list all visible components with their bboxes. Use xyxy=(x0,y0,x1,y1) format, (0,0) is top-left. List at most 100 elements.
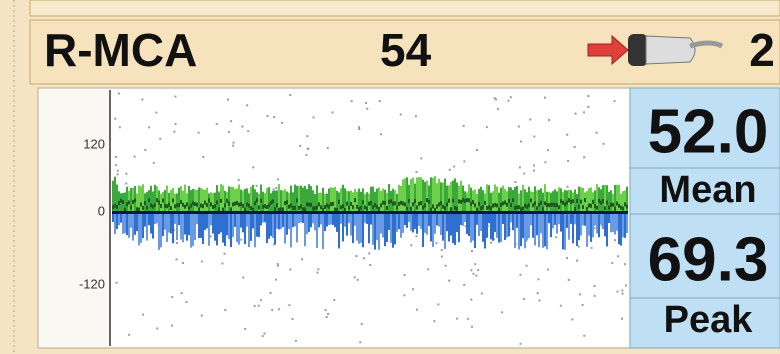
spectrum-pixel xyxy=(456,207,458,211)
spectrum-pixel xyxy=(488,205,490,209)
spectrum-pixel xyxy=(404,178,406,212)
spectrum-pixel xyxy=(148,126,150,128)
spectrum-pixel xyxy=(512,198,514,202)
spectrum-pixel xyxy=(494,203,496,207)
spectrum-pixel xyxy=(222,211,224,214)
spectrum-pixel xyxy=(370,187,372,212)
spectrum-pixel xyxy=(162,214,164,236)
spectrum-pixel xyxy=(498,211,500,214)
spectrum-pixel xyxy=(486,214,488,238)
spectrum-pixel xyxy=(364,214,366,223)
spectrum-pixel xyxy=(446,186,448,212)
spectrum-pixel xyxy=(520,140,522,142)
spectrum-pixel xyxy=(202,156,204,158)
spectrum-pixel xyxy=(172,211,174,214)
spectrum-pixel xyxy=(324,211,326,214)
spectrum-pixel xyxy=(168,214,170,233)
spectrum-pixel xyxy=(292,206,294,210)
spectrum-pixel xyxy=(152,214,154,239)
spectrum-pixel xyxy=(152,192,154,212)
spectrum-pixel xyxy=(134,156,136,158)
spectrum-pixel xyxy=(330,211,332,214)
spectrum-pixel xyxy=(570,200,572,204)
spectrum-pixel xyxy=(326,211,328,214)
spectrum-pixel xyxy=(472,211,474,214)
spectrum-pixel xyxy=(234,214,236,227)
spectrum-pixel xyxy=(312,214,314,223)
spectrum-pixel xyxy=(212,214,214,234)
spectrum-pixel xyxy=(422,214,424,247)
spectrum-pixel xyxy=(216,214,218,245)
spectrum-pixel xyxy=(114,118,116,120)
spectrum-pixel xyxy=(446,202,448,206)
spectrum-pixel xyxy=(176,193,178,212)
spectrum-pixel xyxy=(540,201,542,205)
spectrum-pixel xyxy=(402,214,404,233)
spectrum-pixel xyxy=(526,265,528,267)
spectrum-pixel xyxy=(437,303,439,305)
doppler-screen: R-MCA 54 2 120 0 -120 52.0 Mean 69.3 Pea… xyxy=(0,0,780,354)
spectrum-pixel xyxy=(390,211,392,214)
spectrum-pixel xyxy=(206,214,208,228)
spectrum-pixel xyxy=(566,214,568,228)
spectrum-pixel xyxy=(268,211,270,214)
spectrum-pixel xyxy=(440,214,442,235)
spectrum-pixel xyxy=(520,214,522,246)
spectrum-pixel xyxy=(466,214,468,234)
spectrum-pixel xyxy=(592,211,594,214)
spectrum-pixel xyxy=(382,214,384,237)
spectrum-pixel xyxy=(616,202,618,206)
spectrum-pixel xyxy=(362,200,364,204)
spectrum-pixel xyxy=(214,204,216,208)
spectrum-pixel xyxy=(369,264,371,266)
spectrum-pixel xyxy=(540,214,542,233)
spectrum-pixel xyxy=(402,179,404,212)
spectrum-pixel xyxy=(256,214,258,237)
spectrum-pixel xyxy=(234,202,236,206)
spectrum-pixel xyxy=(159,138,161,140)
spectrum-pixel xyxy=(228,202,230,206)
spectrum-pixel xyxy=(618,214,620,244)
spectrum-pixel xyxy=(356,192,358,212)
spectrum-pixel xyxy=(158,211,160,214)
spectrum-pixel xyxy=(526,205,528,209)
spectrum-pixel xyxy=(202,204,204,208)
spectrum-pixel xyxy=(284,211,286,214)
spectrum-pixel xyxy=(620,214,622,246)
spectrum-pixel xyxy=(240,202,242,206)
spectrum-pixel xyxy=(327,147,329,149)
spectrum-pixel xyxy=(360,214,362,243)
spectrum-pixel xyxy=(602,214,604,229)
spectrum-pixel xyxy=(206,188,208,212)
spectrum-pixel xyxy=(470,214,472,242)
spectrum-pixel xyxy=(598,199,600,203)
spectrum-pixel xyxy=(340,205,342,209)
spectrum-pixel xyxy=(200,188,202,212)
spectrum-pixel xyxy=(192,189,194,212)
spectrum-pixel xyxy=(408,185,410,212)
spectrum-pixel xyxy=(482,205,484,209)
spectrum-pixel xyxy=(116,205,118,209)
spectrum-pixel xyxy=(428,200,430,204)
spectrum-pixel xyxy=(402,211,404,214)
spectrum-pixel xyxy=(470,188,472,212)
spectrum-pixel xyxy=(494,214,496,232)
spectrum-pixel xyxy=(578,214,580,240)
spectrum-pixel xyxy=(220,199,222,203)
spectrum-pixel xyxy=(334,211,336,214)
spectrum-pixel xyxy=(420,214,422,229)
spectrum-pixel xyxy=(182,262,184,264)
spectrum-pixel xyxy=(433,320,435,322)
spectrum-pixel xyxy=(444,206,446,210)
spectrum-pixel xyxy=(281,122,283,124)
spectrum-pixel xyxy=(566,201,568,205)
spectrum-pixel xyxy=(112,211,114,214)
spectrum-pixel xyxy=(544,211,546,214)
spectrum-pixel xyxy=(440,211,442,214)
spectrum-pixel xyxy=(220,214,222,232)
spectrum-pixel xyxy=(470,269,472,271)
spectrum-pixel xyxy=(590,214,592,242)
spectrum-pixel xyxy=(170,214,172,233)
spectrum-pixel xyxy=(512,214,514,230)
spectrum-pixel xyxy=(510,187,512,212)
